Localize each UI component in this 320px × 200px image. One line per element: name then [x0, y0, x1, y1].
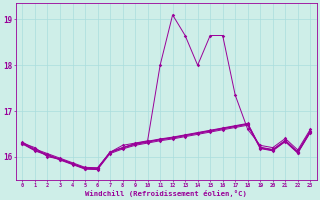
- X-axis label: Windchill (Refroidissement éolien,°C): Windchill (Refroidissement éolien,°C): [85, 190, 247, 197]
